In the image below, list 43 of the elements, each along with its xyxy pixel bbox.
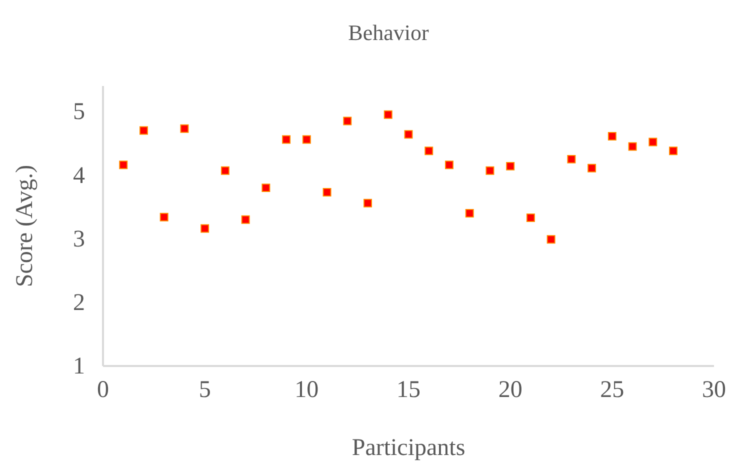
x-tick-label: 15 [396,377,420,404]
y-tick-label: 1 [73,354,85,380]
point [282,135,291,144]
chart-title: Behavior [348,20,430,45]
y-tick-label: 5 [73,99,85,126]
x-tick-label: 30 [702,377,726,404]
point [526,213,535,222]
point [343,116,352,126]
point [139,126,148,135]
x-tick-label: 5 [198,377,211,404]
point [648,138,658,146]
point [608,132,616,141]
point [160,212,168,222]
point [506,162,515,170]
point [180,124,189,133]
point [302,135,311,144]
point [486,166,494,175]
y-axis-title: Score (Avg.) [12,164,38,288]
y-tick-label: 2 [73,290,85,316]
point [444,160,454,170]
y-tick-label: 3 [73,226,85,252]
x-axis-title: Participants [352,435,466,461]
point [424,146,434,156]
point [567,154,576,164]
point [262,184,270,192]
x-tick-label: 25 [600,377,624,404]
point [364,198,372,208]
point [465,209,474,218]
point [200,224,210,233]
point [241,215,250,224]
point [546,235,556,244]
point [220,166,230,175]
x-tick-label: 10 [294,377,319,404]
point [119,160,128,170]
y-tick-label: 4 [73,162,85,189]
x-tick-label: 0 [97,377,109,404]
x-tick-label: 20 [498,377,522,404]
point [322,188,332,197]
point [588,164,596,172]
point [628,142,637,151]
point [669,146,678,156]
point [404,130,413,139]
point [384,110,392,119]
